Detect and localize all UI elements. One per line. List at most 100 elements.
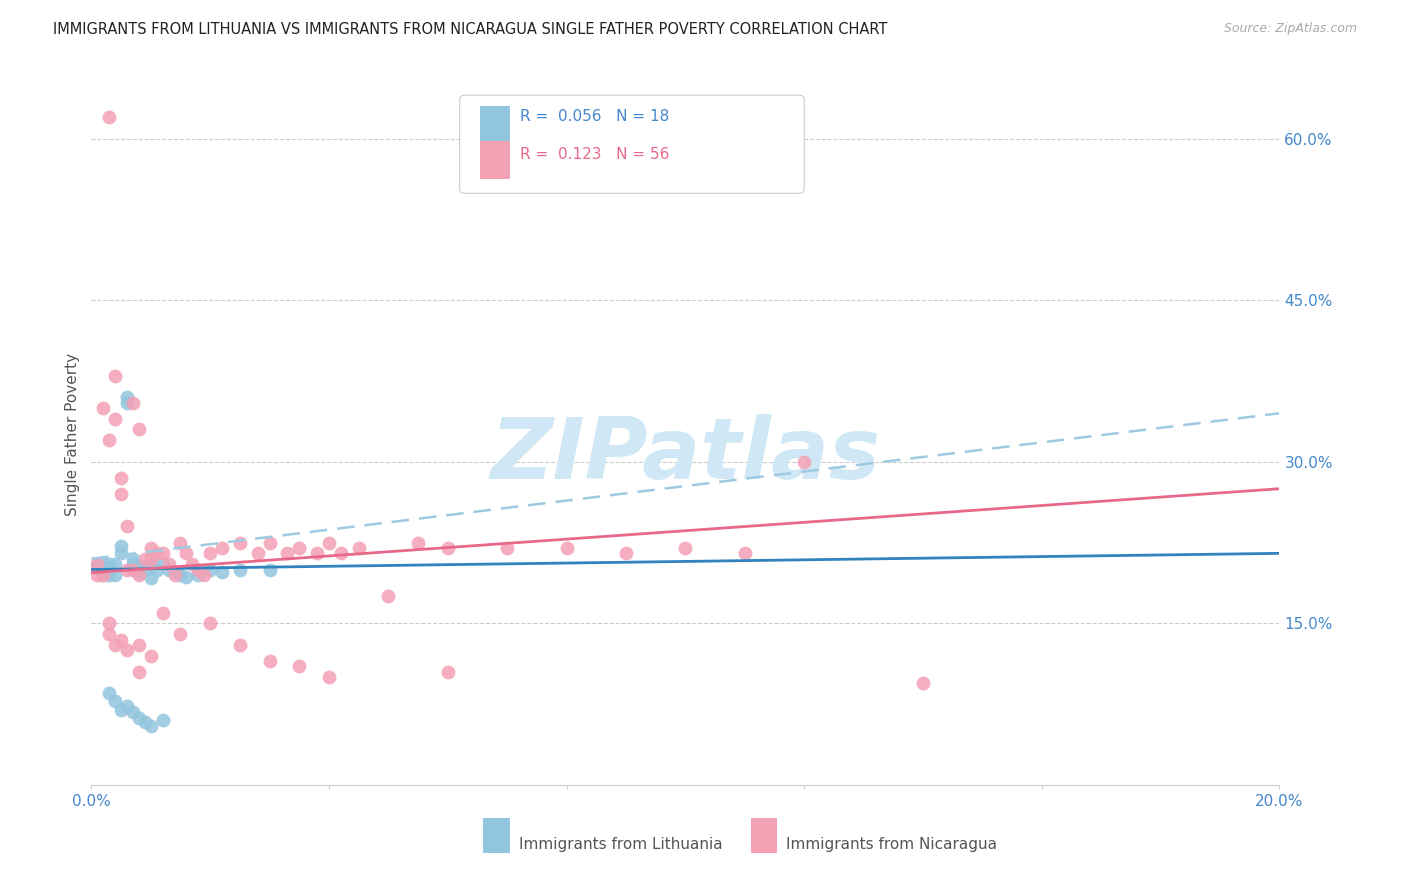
Point xyxy=(329,546,352,560)
Point xyxy=(98,557,121,571)
Point xyxy=(98,568,121,582)
Point xyxy=(259,654,281,668)
Point xyxy=(288,541,311,555)
Point xyxy=(128,568,150,582)
Point xyxy=(115,519,138,533)
Point xyxy=(115,395,138,409)
FancyBboxPatch shape xyxy=(479,106,509,145)
Point xyxy=(91,401,114,415)
Point xyxy=(110,539,132,553)
Point xyxy=(152,606,174,620)
Point xyxy=(91,568,114,582)
Point xyxy=(152,546,174,560)
Point xyxy=(98,627,121,641)
Point xyxy=(139,551,162,566)
Text: Immigrants from Nicaragua: Immigrants from Nicaragua xyxy=(786,837,997,852)
Point xyxy=(98,616,121,631)
Y-axis label: Single Father Poverty: Single Father Poverty xyxy=(65,353,80,516)
FancyBboxPatch shape xyxy=(460,95,804,194)
Point xyxy=(276,546,298,560)
Point xyxy=(91,568,114,582)
Point xyxy=(169,535,191,549)
Point xyxy=(555,541,578,555)
Point xyxy=(193,568,215,582)
Point xyxy=(128,665,150,679)
Point xyxy=(139,557,162,571)
Point xyxy=(128,422,150,436)
Point xyxy=(139,571,162,585)
Text: ZIPatlas: ZIPatlas xyxy=(491,415,880,498)
Point xyxy=(145,562,167,576)
Point xyxy=(86,568,108,582)
Point xyxy=(163,565,186,579)
Point xyxy=(104,694,127,708)
Point xyxy=(347,541,370,555)
Point xyxy=(110,632,132,647)
Point xyxy=(139,648,162,663)
Point xyxy=(318,535,340,549)
Point xyxy=(734,546,756,560)
Point xyxy=(152,557,174,571)
Point xyxy=(163,568,186,582)
Point xyxy=(115,699,138,714)
Point xyxy=(128,638,150,652)
Point xyxy=(86,557,108,571)
Point xyxy=(128,566,150,580)
FancyBboxPatch shape xyxy=(751,818,778,853)
Point xyxy=(115,390,138,404)
Point xyxy=(139,541,162,555)
Point xyxy=(104,368,127,383)
Text: IMMIGRANTS FROM LITHUANIA VS IMMIGRANTS FROM NICARAGUA SINGLE FATHER POVERTY COR: IMMIGRANTS FROM LITHUANIA VS IMMIGRANTS … xyxy=(53,22,887,37)
Point xyxy=(318,670,340,684)
Point xyxy=(169,627,191,641)
FancyBboxPatch shape xyxy=(479,141,509,179)
Point xyxy=(104,411,127,425)
Text: R =  0.056   N = 18: R = 0.056 N = 18 xyxy=(520,109,669,124)
Point xyxy=(122,705,145,719)
Point xyxy=(614,546,637,560)
Point xyxy=(176,546,198,560)
Point xyxy=(115,562,138,576)
Point xyxy=(377,590,399,604)
Point xyxy=(145,546,167,560)
Point xyxy=(200,616,222,631)
Point xyxy=(98,110,121,124)
Point xyxy=(229,535,252,549)
Point xyxy=(211,541,233,555)
Point xyxy=(436,541,458,555)
Point xyxy=(104,638,127,652)
Point xyxy=(169,568,191,582)
Point xyxy=(911,675,934,690)
Text: Source: ZipAtlas.com: Source: ZipAtlas.com xyxy=(1223,22,1357,36)
Point xyxy=(86,557,108,571)
Point xyxy=(139,719,162,733)
Point xyxy=(187,562,209,576)
Point xyxy=(200,546,222,560)
Point xyxy=(104,557,127,571)
Point xyxy=(496,541,519,555)
Point xyxy=(229,638,252,652)
Point xyxy=(211,565,233,579)
Point xyxy=(122,551,145,566)
Point xyxy=(122,562,145,576)
Point xyxy=(246,546,269,560)
Point xyxy=(259,535,281,549)
Point xyxy=(181,557,204,571)
Point xyxy=(91,557,114,571)
Point xyxy=(157,557,180,571)
Point xyxy=(110,487,132,501)
Point xyxy=(406,535,429,549)
Point xyxy=(98,686,121,700)
Point xyxy=(104,568,127,582)
Point xyxy=(157,562,180,576)
Point xyxy=(98,434,121,448)
FancyBboxPatch shape xyxy=(484,818,509,853)
Point xyxy=(134,562,156,576)
Point xyxy=(110,471,132,485)
Point xyxy=(115,643,138,657)
Point xyxy=(259,562,281,576)
Point xyxy=(288,659,311,673)
Point xyxy=(229,562,252,576)
Point xyxy=(436,665,458,679)
Point xyxy=(307,546,329,560)
